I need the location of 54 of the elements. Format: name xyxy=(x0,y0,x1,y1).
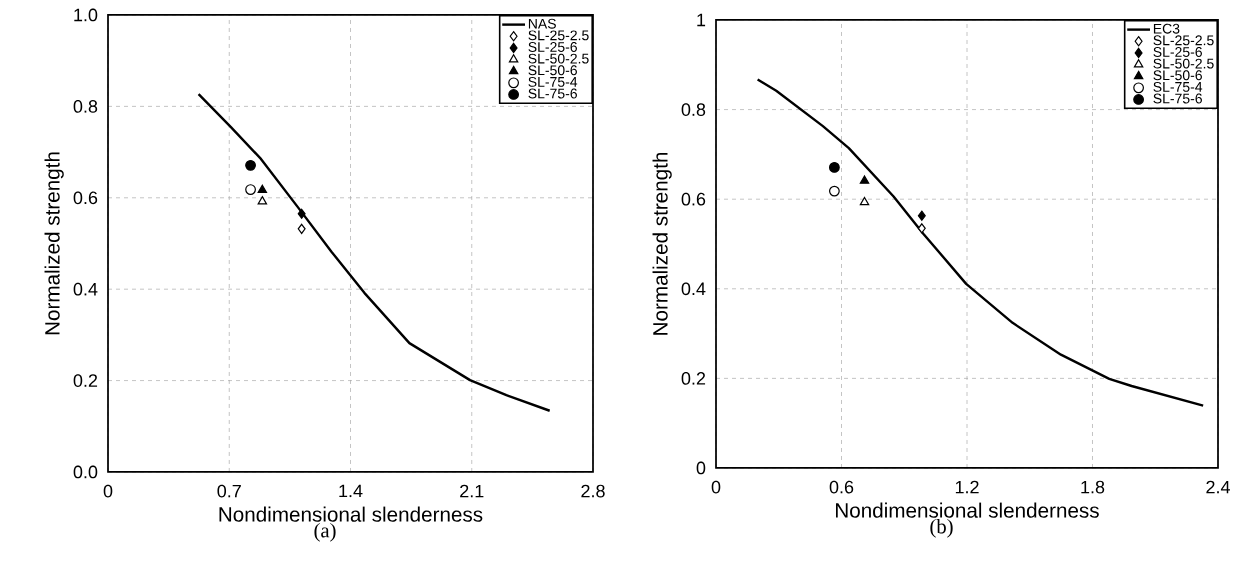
point xyxy=(859,196,870,206)
legend-label: SL-75-6 xyxy=(1153,93,1202,104)
legend-label: SL-50-2.5 xyxy=(528,53,589,64)
y-tick-label: 0.2 xyxy=(73,374,98,387)
y-tick-label: 0.8 xyxy=(73,100,98,113)
x-tick-label: 0.7 xyxy=(217,484,241,498)
legend-label: SL-50-6 xyxy=(1153,70,1202,81)
text: (a) xyxy=(314,522,336,542)
y-tick-label: 0 xyxy=(696,461,706,475)
point xyxy=(257,196,268,205)
point xyxy=(257,184,268,194)
legend-label: SL-25-6 xyxy=(1153,47,1202,57)
x-tick-label: 1.8 xyxy=(1081,480,1105,494)
point xyxy=(297,208,306,219)
legend-label: SL-25-2.5 xyxy=(528,30,589,41)
x-tick-label: 2.1 xyxy=(460,484,484,498)
point xyxy=(828,185,840,197)
y-tick-label: 0.6 xyxy=(73,191,98,205)
y-axis-title: Normalized strength xyxy=(44,152,64,335)
point xyxy=(828,161,840,173)
point xyxy=(859,175,870,184)
text: (b) xyxy=(930,518,953,538)
y-tick-label: 1 xyxy=(697,13,706,27)
point xyxy=(297,223,306,234)
point xyxy=(245,184,256,195)
point xyxy=(917,210,926,221)
y-tick-label: 1.0 xyxy=(74,8,98,22)
y-tick-label: 0.8 xyxy=(681,103,706,116)
x-axis-title: Nondimensional slenderness xyxy=(836,502,1099,518)
y-tick-label: 0.4 xyxy=(681,282,706,296)
legend-label: SL-75-4 xyxy=(1153,81,1203,92)
legend-label: SL-75-6 xyxy=(528,88,577,99)
y-tick-label: 0.2 xyxy=(681,372,706,385)
legend-label: SL-25-6 xyxy=(528,42,577,52)
x-tick-label: 2.8 xyxy=(581,484,605,498)
legend-label: SL-75-4 xyxy=(528,76,578,87)
legend-label: NAS xyxy=(528,18,556,29)
x-tick-label: 0 xyxy=(711,480,721,494)
x-tick-label: 0.6 xyxy=(829,480,854,494)
y-tick-label: 0.6 xyxy=(681,192,706,206)
point xyxy=(917,223,926,234)
y-tick-label: 0.0 xyxy=(73,465,98,479)
x-tick-label: 2.4 xyxy=(1206,480,1230,494)
legend-label: SL-25-2.5 xyxy=(1153,35,1214,46)
y-axis-title: Normalized strength xyxy=(652,152,672,335)
y-tick-label: 0.4 xyxy=(73,282,98,296)
legend-label: SL-50-6 xyxy=(528,65,577,76)
legend-label: SL-50-2.5 xyxy=(1153,58,1214,69)
x-tick-label: 1.4 xyxy=(339,484,363,498)
legend-label: EC3 xyxy=(1153,23,1180,34)
x-axis-title: Nondimensional slenderness xyxy=(219,506,483,522)
point xyxy=(245,159,256,171)
x-tick-label: 0 xyxy=(103,484,113,498)
x-tick-label: 1.2 xyxy=(955,480,979,494)
